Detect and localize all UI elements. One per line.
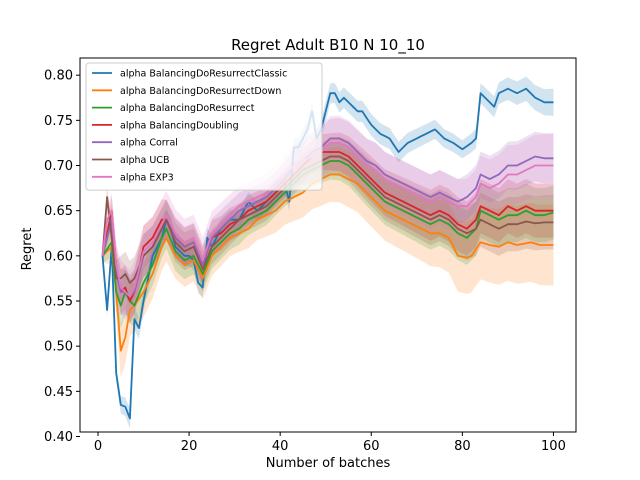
x-tick-label: 60	[363, 439, 380, 454]
legend: alpha BalancingDoResurrectClassic alpha B…	[85, 62, 323, 191]
x-tick-label: 0	[94, 439, 102, 454]
legend-label-6: alpha EXP3	[120, 172, 174, 183]
x-tick-label: 40	[272, 439, 289, 454]
y-tick-label: 0.45	[44, 385, 73, 400]
x-axis-title: Number of batches	[266, 456, 391, 471]
legend-label-2: alpha BalancingDoResurrect	[120, 103, 255, 114]
legend-box	[85, 62, 323, 191]
y-tick-label: 0.80	[44, 69, 73, 84]
x-tick-label: 80	[454, 439, 471, 454]
series-line-0	[101, 87, 554, 420]
y-tick-label: 0.50	[44, 340, 73, 355]
series-band-2	[102, 141, 554, 329]
series-lines	[101, 87, 554, 420]
series-line-4	[101, 137, 554, 298]
x-tick-label: 100	[541, 439, 566, 454]
legend-label-3: alpha BalancingDoubling	[120, 120, 239, 131]
legend-label-1: alpha BalancingDoResurrectDown	[120, 86, 281, 97]
y-tick-label: 0.70	[44, 159, 73, 174]
series-band-1	[102, 146, 554, 378]
y-tick-label: 0.65	[44, 204, 73, 219]
axes-frame	[79, 57, 577, 433]
y-tick-label: 0.75	[44, 114, 73, 129]
x-tick-label: 20	[181, 439, 198, 454]
y-axis-title: Regret	[20, 228, 35, 271]
y-tick-label: 0.60	[44, 249, 73, 264]
chart-title: Regret Adult B10 N 10_10	[231, 36, 425, 55]
series-line-6	[101, 141, 554, 298]
series-band-0	[102, 76, 554, 429]
legend-label-4: alpha Corral	[120, 138, 178, 149]
y-axis-ticks: 0.40 0.45 0.50 0.55 0.60 0.65 0.70 0.75 0.80	[44, 69, 80, 445]
legend-label-0: alpha BalancingDoResurrectClassic	[120, 69, 287, 80]
y-tick-label: 0.40	[44, 430, 73, 445]
series-line-2	[101, 160, 554, 307]
x-axis-ticks: 0 20 40 60 80 100	[94, 432, 566, 454]
series-line-5	[101, 155, 554, 284]
series-band-5	[102, 137, 554, 305]
legend-label-5: alpha UCB	[120, 155, 169, 166]
y-tick-label: 0.55	[44, 295, 73, 310]
series-line-1	[101, 173, 554, 352]
